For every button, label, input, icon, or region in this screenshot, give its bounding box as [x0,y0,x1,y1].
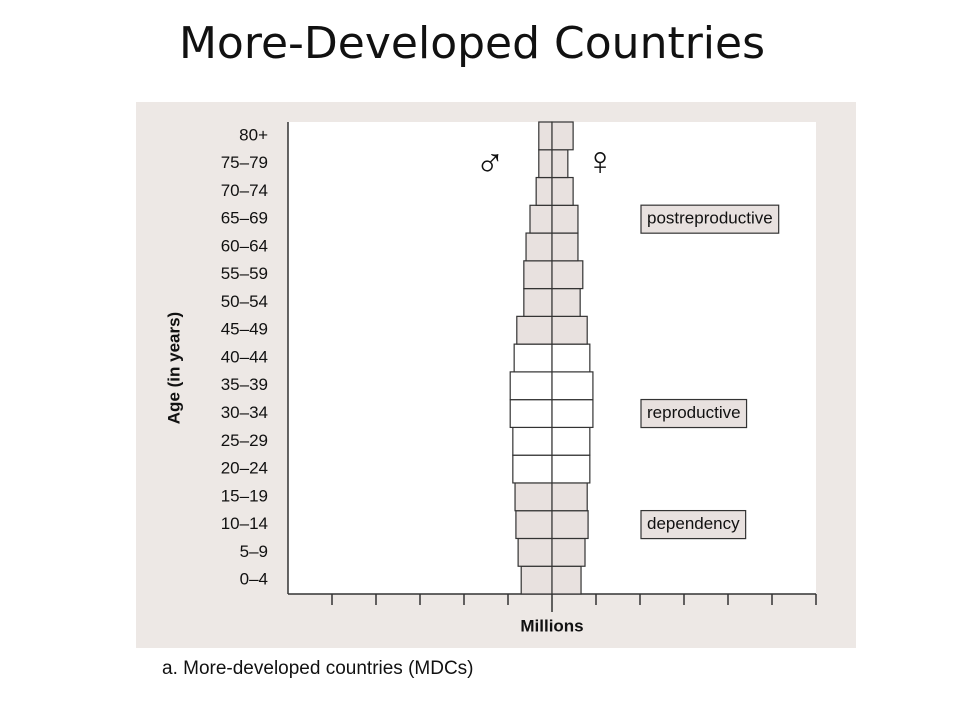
bar [551,149,569,179]
bar [523,260,553,290]
bar [551,343,591,373]
bar [516,315,553,345]
y-tick-label: 5–9 [240,542,268,561]
bar [512,426,553,456]
bar [551,176,574,206]
bar [517,537,553,567]
y-tick-label: 45–49 [221,320,268,339]
annotation-box [640,509,747,540]
bar [509,399,553,429]
bar [551,482,588,512]
bar [513,343,553,373]
bar [535,176,553,206]
y-axis-label: Age (in years) [164,312,183,424]
y-tick-label: 40–44 [221,347,268,366]
bar [538,121,553,151]
legend-male: ♂ [475,142,505,186]
bar [523,287,553,317]
y-tick-label: 10–14 [221,514,268,533]
y-tick-label: 0–4 [240,570,268,589]
bar [509,371,553,401]
bar [529,204,553,234]
y-tick-label: 20–24 [221,459,268,478]
bar [551,204,579,234]
bar [551,260,584,290]
bar [551,371,594,401]
bar [551,121,574,151]
bar [551,315,588,345]
x-axis-label: Millions [520,616,583,635]
bar [525,232,553,262]
caption: a. More-developed countries (MDCs) [162,658,474,679]
bar [551,399,594,429]
y-tick-label: 35–39 [221,375,268,394]
y-tick-label: 75–79 [221,153,268,172]
bar [551,454,591,484]
annotation: reproductive [647,403,741,422]
y-tick-label: 70–74 [221,181,268,200]
bar [551,565,582,595]
bar [551,426,591,456]
bar [551,510,589,540]
y-tick-label: 55–59 [221,264,268,283]
y-tick-label: 60–64 [221,236,268,255]
y-tick-label: 25–29 [221,431,268,450]
bar [520,565,553,595]
bar [514,482,553,512]
annotation-box [640,398,748,429]
y-tick-label: 15–19 [221,486,268,505]
bar [551,537,586,567]
annotation: dependency [647,514,740,533]
chart-title: More-Developed Countries [179,18,765,69]
y-tick-label: 65–69 [221,209,268,228]
bar [551,232,579,262]
y-tick-label: 50–54 [221,292,268,311]
annotation: postreproductive [647,209,773,228]
legend-female: ♀ [585,140,615,184]
annotation-box [640,204,780,234]
bar [551,287,581,317]
bar [515,510,553,540]
bar [538,149,553,179]
y-tick-label: 30–34 [221,403,268,422]
y-tick-label: 80+ [239,125,268,144]
bar [512,454,553,484]
